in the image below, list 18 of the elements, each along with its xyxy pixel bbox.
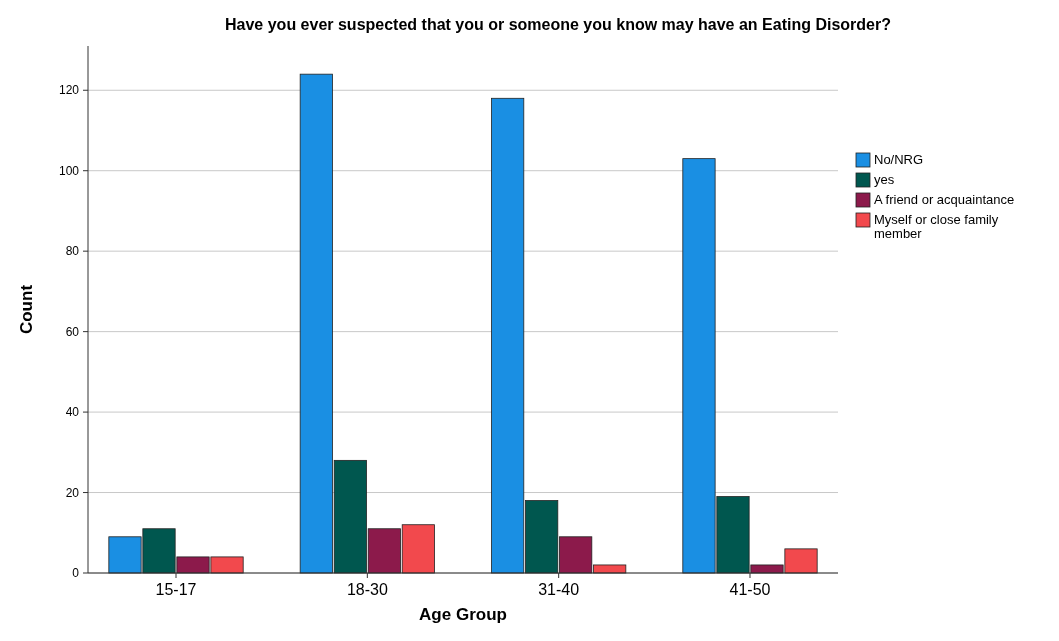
x-tick-label: 41-50	[729, 581, 771, 598]
legend-label: yes	[874, 172, 895, 187]
y-tick-label: 40	[65, 405, 80, 420]
x-tick-label: 18-30	[346, 581, 388, 598]
legend-label: No/NRG	[874, 152, 924, 167]
y-tick-label: 100	[58, 163, 80, 178]
legend-label: A friend or acquaintance	[874, 192, 1015, 207]
y-tick-label: 60	[65, 324, 80, 339]
x-axis-title: Age Group	[419, 605, 507, 624]
y-axis-title: Count	[17, 284, 36, 335]
y-tick-label: 120	[58, 83, 80, 98]
y-tick-label: 80	[65, 244, 80, 259]
y-tick-label: 0	[72, 566, 80, 581]
legend-label: Myself or close family member	[874, 212, 999, 241]
y-tick-label: 20	[65, 485, 80, 500]
chart-title: Have you ever suspected that you or someone you know may have an Eating Disorder?	[225, 16, 891, 33]
x-tick-label: 31-40	[538, 581, 580, 598]
x-tick-label: 15-17	[155, 581, 197, 598]
